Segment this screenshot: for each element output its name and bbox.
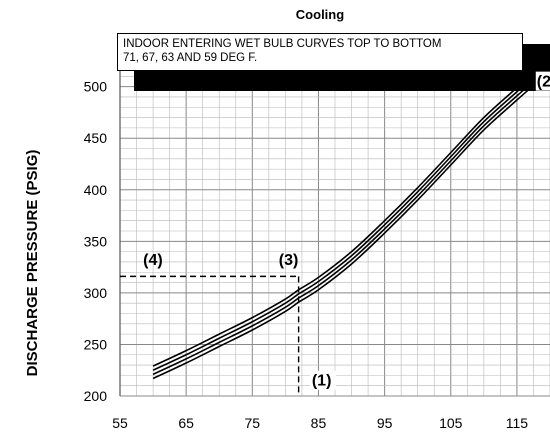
note-line-1: INDOOR ENTERING WET BULB CURVES TOP TO B… [123, 38, 442, 50]
chart-title: Cooling [296, 7, 344, 22]
x-tick-label: 75 [245, 415, 261, 431]
note-line-2: 71, 67, 63 AND 59 DEG F. [123, 52, 258, 64]
y-tick-label: 400 [84, 182, 108, 198]
callout-bg [309, 370, 336, 390]
callout-label: (2) [537, 74, 550, 91]
callout-bg [535, 71, 550, 91]
series-line-1 [152, 69, 538, 367]
y-tick-label: 200 [84, 388, 108, 404]
note-box: INDOOR ENTERING WET BULB CURVES TOP TO B… [117, 33, 523, 71]
x-tick-label: 55 [112, 415, 128, 431]
callout-label: (1) [312, 373, 332, 390]
x-tick-label: 115 [506, 415, 529, 431]
y-tick-label: 350 [84, 233, 108, 249]
series-line-2 [152, 73, 538, 371]
y-tick-label: 300 [84, 285, 108, 301]
guide-lines [120, 275, 300, 396]
y-tick-label: 500 [84, 79, 108, 95]
x-tick-label: 105 [439, 415, 463, 431]
tick-labels: 55 65 75 85 95 105 115 200 250 300 350 400 450 500 [84, 79, 529, 431]
x-tick-label: 85 [311, 415, 327, 431]
callout-label: (4) [143, 252, 163, 269]
series-line-3 [152, 77, 538, 376]
x-tick-label: 65 [178, 415, 194, 431]
callouts: (1) (2) (3) (4) [143, 71, 550, 390]
series-line-4 [152, 81, 538, 380]
x-tick-label: 95 [377, 415, 393, 431]
y-tick-label: 450 [84, 130, 108, 146]
callout-label: (3) [279, 252, 299, 269]
series-group [152, 69, 538, 380]
y-axis-label: DISCHARGE PRESSURE (PSIG) [24, 150, 41, 377]
y-tick-label: 250 [84, 336, 108, 352]
